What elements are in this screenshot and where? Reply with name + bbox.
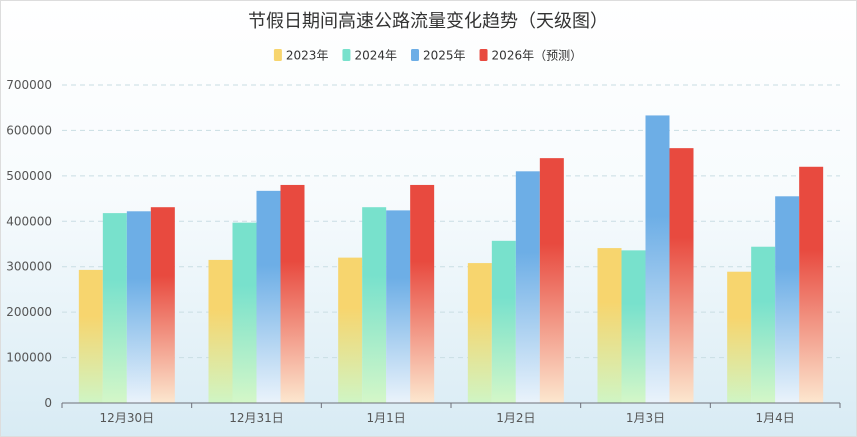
y-tick-label: 400000	[6, 214, 52, 228]
grid-lines	[62, 84, 840, 359]
legend-label: 2025年	[423, 49, 466, 63]
bar[interactable]	[539, 158, 564, 403]
legend-swatch	[273, 49, 282, 61]
bar[interactable]	[150, 207, 175, 403]
bar[interactable]	[597, 248, 622, 403]
bar[interactable]	[621, 250, 646, 403]
y-tick-label: 300000	[6, 260, 52, 274]
legend-item[interactable]: 2025年	[411, 49, 466, 63]
x-tick-label: 12月30日	[100, 411, 155, 425]
y-tick-label: 100000	[6, 351, 52, 365]
bar[interactable]	[515, 171, 540, 403]
bars	[78, 115, 824, 404]
bar[interactable]	[669, 148, 694, 403]
chart-title: 节假日期间高速公路流量变化趋势（天级图）	[248, 11, 608, 32]
bar[interactable]	[727, 271, 752, 403]
legend-label: 2026年（预测）	[492, 49, 583, 63]
y-axis: 0 100000 200000 300000 400000 500000 600000 700…	[6, 78, 52, 410]
bar[interactable]	[751, 246, 776, 403]
bar[interactable]	[775, 196, 800, 403]
bar[interactable]	[102, 213, 127, 403]
x-tick-label: 1月2日	[496, 411, 535, 425]
bar[interactable]	[208, 259, 233, 403]
legend-item[interactable]: 2026年（预测）	[479, 49, 583, 63]
y-tick-label: 700000	[6, 78, 52, 92]
x-axis: 12月30日 12月31日 1月1日 1月2日 1月3日 1月4日	[61, 402, 841, 425]
bar[interactable]	[256, 190, 281, 403]
legend-item[interactable]: 2024年	[342, 49, 397, 63]
y-tick-label: 500000	[6, 169, 52, 183]
x-tick-label: 1月1日	[367, 411, 406, 425]
legend-item[interactable]: 2023年	[273, 49, 329, 63]
bar[interactable]	[410, 184, 435, 403]
bar[interactable]	[491, 240, 516, 403]
bar[interactable]	[362, 207, 387, 403]
bar[interactable]	[126, 211, 151, 403]
bar[interactable]	[280, 184, 305, 403]
y-tick-label: 0	[44, 396, 52, 410]
legend-label: 2024年	[354, 49, 397, 63]
legend-swatch	[411, 49, 419, 61]
bar[interactable]	[467, 263, 492, 403]
legend: 2023年 2024年 2025年 2026年（预测）	[273, 49, 583, 63]
bar[interactable]	[338, 257, 363, 403]
x-tick-label: 1月3日	[626, 411, 665, 425]
bar[interactable]	[645, 115, 670, 404]
legend-swatch	[342, 49, 351, 61]
legend-swatch	[479, 49, 488, 61]
bar[interactable]	[78, 269, 103, 403]
y-tick-label: 600000	[6, 123, 52, 137]
bar[interactable]	[799, 166, 824, 403]
x-tick-label: 12月31日	[229, 411, 284, 425]
legend-label: 2023年	[286, 49, 329, 63]
y-tick-label: 200000	[6, 305, 52, 319]
bar[interactable]	[386, 210, 411, 403]
x-tick-label: 1月4日	[756, 411, 795, 425]
bar[interactable]	[232, 222, 257, 403]
